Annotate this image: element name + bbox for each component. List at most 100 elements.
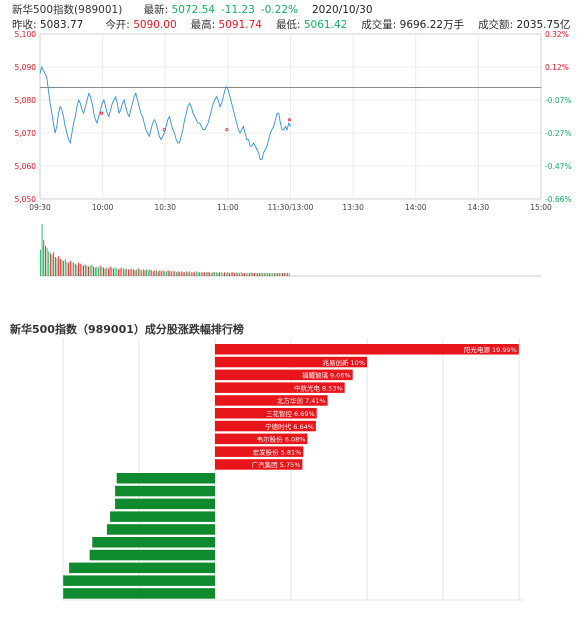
gainer-label: 福耀玻璃 9.06% [302,371,351,380]
volume-bar [91,264,93,276]
volume-bar [137,268,139,276]
volume-bar [182,272,184,276]
volume-bar [86,265,88,276]
volume-bar [244,273,245,276]
volume-bar [56,258,58,276]
volume-bar [117,269,119,276]
gainer-label: 兆易创新 10% [322,358,365,367]
quote-value: -11.23 [220,4,255,16]
volume-bar [64,258,66,276]
volume-bar [119,268,121,276]
volume-chart [40,224,541,277]
gainer-label: 韦尔股份 6.08% [257,435,306,444]
quote-value: 2020/10/30 [311,4,373,16]
volume-bar [174,271,176,276]
gainer-bar [215,408,317,419]
quote-item: 昨收: 5083.77 [12,19,83,31]
volume-bar [166,271,167,276]
gainer-bar [215,344,519,355]
volume-bar [268,273,270,276]
gainer-label: 三花智控 6.69% [266,409,315,418]
volume-bar [83,265,84,276]
volume-bar [194,272,196,276]
volume-bar [257,273,259,276]
x-tick-label: 13:30 [342,203,364,212]
volume-bar [234,273,235,276]
time-marker [100,111,104,115]
volume-bar [152,271,154,276]
quote-row-1: 新华500指数(989001) 最新: 5072.54 -11.23 -0.22% 2… [12,2,373,17]
volume-bar [172,271,174,276]
quote-value: 5090.00 [133,19,177,31]
y-tick-label: 5,090 [15,63,37,72]
volume-bar [205,272,207,276]
volume-bar [227,272,229,276]
volume-bar [265,273,267,276]
volume-bar [179,272,181,276]
volume-bar [161,271,162,276]
volume-bar [245,273,247,276]
volume-bar [200,272,202,276]
right-tick-label: 0.32% [545,30,569,39]
y-tick-label: 5,050 [15,195,37,204]
volume-bar [262,273,264,276]
loser-bar [115,485,215,497]
volume-bar [136,269,138,276]
volume-bar [189,271,191,276]
loser-label: 伊利股份 -9.99% [218,576,269,585]
right-tick-label: -0.27% [545,129,572,138]
volume-bar [103,267,104,276]
quote-item: 新华500指数(989001) [12,4,126,16]
volume-bar [134,270,136,276]
gainer-label: 中航光电 8.53% [294,383,343,392]
gainer-bar [215,369,353,381]
quote-item: 2020/10/30 [312,4,373,16]
volume-bar [207,272,209,276]
x-tick-label: 15:00 [530,203,552,212]
volume-bar [288,273,290,276]
quote-item: 最新: 5072.54 [144,4,215,16]
volume-bar [177,271,179,276]
gainer-label: 阳光电源 19.99% [464,345,517,354]
volume-bar [215,272,217,276]
volume-bar [260,273,262,276]
volume-bar [141,270,143,276]
volume-bar [212,272,214,276]
right-tick-label: -0.07% [545,96,572,105]
volume-bar [49,253,51,276]
gainer-bar [215,382,345,393]
volume-bar [131,268,133,276]
volume-bar [84,264,86,276]
volume-bar [40,249,41,276]
volume-bar [46,247,48,276]
quote-item: -0.22% [261,4,298,16]
volume-bar [181,271,182,276]
volume-bar [151,270,153,276]
volume-bar [44,245,46,276]
volume-bar [254,273,255,276]
volume-bar [242,273,244,276]
loser-label: 青岛啤酒 -8.07% [218,538,269,547]
volume-bar [109,266,111,276]
volume-bar [73,262,75,276]
right-tick-label: -0.66% [545,195,572,204]
volume-bar [240,272,242,276]
x-tick-label: 11:00 [217,203,239,212]
quote-item: 最高: 5091.74 [191,19,262,31]
volume-bar [106,267,108,276]
quote-value: 5061.42 [303,19,348,31]
gainer-label: 北方华创 7.41% [277,396,326,405]
volume-bar [202,272,204,276]
volume-bar [149,269,151,276]
volume-bar [89,265,91,276]
volume-bar [61,259,63,276]
volume-bar [282,273,284,276]
volume-bar [111,267,113,276]
volume-bar [250,272,252,276]
quote-value: 9696.22万手 [399,19,465,31]
volume-bar [94,267,96,276]
volume-bar [124,269,126,276]
loser-bar [106,524,215,535]
volume-bar [239,273,240,276]
volume-bar [76,264,78,276]
